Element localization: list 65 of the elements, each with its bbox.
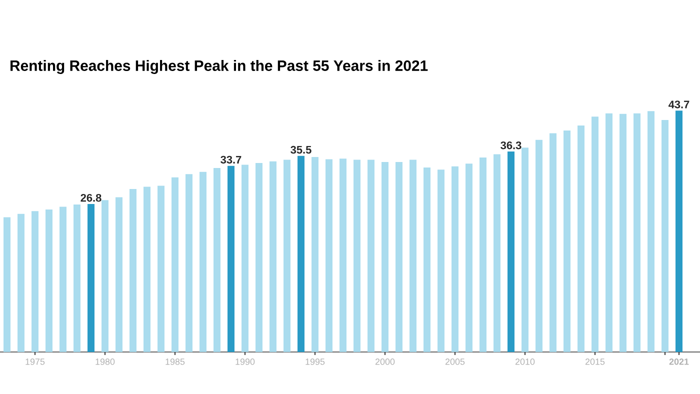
bar bbox=[368, 160, 374, 352]
x-tick-label: 1995 bbox=[306, 358, 325, 365]
bar bbox=[578, 125, 585, 352]
bar bbox=[354, 160, 360, 352]
bar bbox=[606, 113, 613, 352]
bar bbox=[116, 197, 122, 352]
data-label: 36.3 bbox=[500, 141, 522, 150]
bar bbox=[172, 177, 178, 352]
data-label: 26.8 bbox=[80, 194, 102, 202]
bar bbox=[438, 170, 444, 352]
data-label: 33.7 bbox=[220, 156, 242, 164]
bar bbox=[536, 140, 543, 352]
bar bbox=[620, 114, 627, 352]
x-tick-label: 1980 bbox=[96, 358, 115, 365]
bar bbox=[592, 116, 599, 352]
bar bbox=[60, 206, 66, 352]
bar bbox=[522, 148, 529, 352]
bar bbox=[410, 160, 416, 352]
chart-title: Renting Reaches Highest Peak in the Past 55 Years in 2021 bbox=[10, 60, 428, 74]
bar bbox=[676, 110, 683, 352]
x-tick-label: 1975 bbox=[26, 358, 45, 365]
bar bbox=[256, 163, 262, 352]
bar bbox=[564, 130, 571, 352]
bar bbox=[228, 166, 234, 352]
bar bbox=[214, 168, 220, 352]
x-tick-label: 2000 bbox=[375, 358, 395, 365]
bar bbox=[396, 162, 402, 352]
bar bbox=[186, 174, 192, 352]
bar bbox=[452, 166, 458, 352]
bar bbox=[200, 172, 206, 352]
bar bbox=[508, 151, 514, 352]
bar bbox=[158, 186, 164, 352]
bar bbox=[662, 120, 669, 352]
x-tick-label: 2015 bbox=[585, 358, 605, 365]
bar bbox=[312, 156, 318, 352]
bar bbox=[648, 111, 655, 352]
bar bbox=[550, 133, 557, 352]
bar bbox=[130, 189, 136, 352]
bar bbox=[480, 158, 486, 352]
bar bbox=[88, 204, 94, 352]
x-tick-label: 1985 bbox=[166, 358, 185, 365]
data-label: 43.7 bbox=[668, 100, 690, 108]
x-tick-label: 2021 bbox=[669, 358, 689, 365]
bar bbox=[144, 186, 150, 352]
x-tick-label: 2005 bbox=[445, 358, 465, 365]
x-tick-label: 2010 bbox=[515, 358, 535, 365]
bar bbox=[298, 156, 304, 352]
bar bbox=[284, 160, 290, 352]
bar bbox=[326, 159, 332, 352]
bar bbox=[242, 164, 248, 352]
bar bbox=[340, 158, 346, 352]
bar bbox=[270, 161, 276, 352]
bar bbox=[382, 162, 388, 352]
bar bbox=[74, 204, 80, 352]
bar bbox=[634, 113, 641, 352]
bar bbox=[466, 164, 472, 352]
bar bbox=[102, 200, 108, 352]
x-tick-label: 1990 bbox=[236, 358, 255, 365]
data-label: 35.5 bbox=[290, 146, 312, 154]
bar bbox=[4, 217, 10, 352]
bar bbox=[494, 154, 500, 352]
bar bbox=[46, 209, 52, 352]
bar bbox=[18, 214, 24, 352]
bar bbox=[32, 211, 38, 352]
bar bbox=[424, 167, 430, 352]
